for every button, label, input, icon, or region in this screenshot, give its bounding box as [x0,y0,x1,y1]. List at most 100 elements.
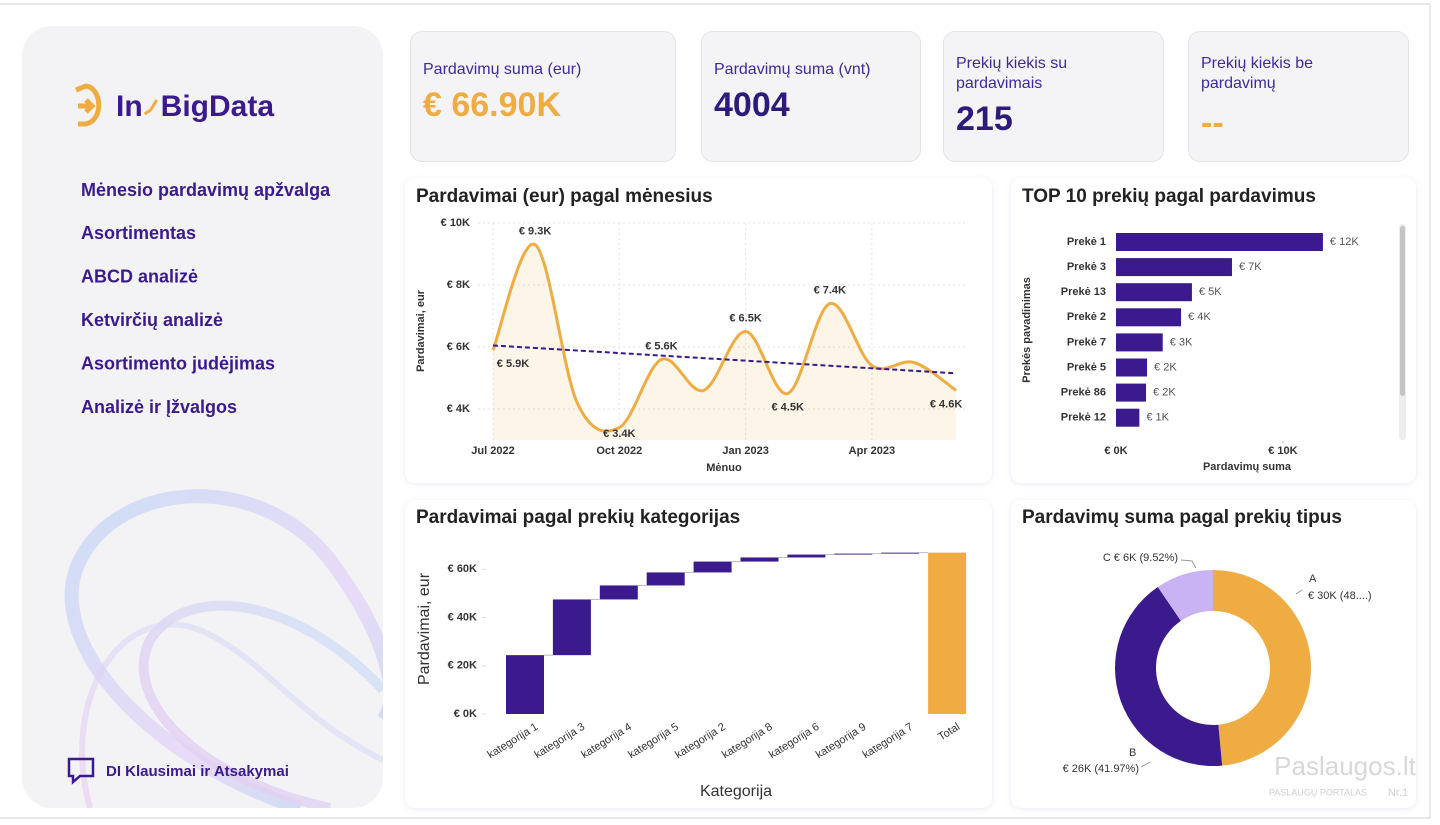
data-label: € 9.3K [519,226,551,238]
bar [1116,358,1148,377]
brand-text: BigData [161,90,275,123]
watermark: PASLAUGŲ PORTALAS [1269,787,1367,797]
donut-slice [1157,570,1213,621]
data-label: € 5K [1199,286,1222,298]
data-label: € 7K [1239,261,1262,273]
y-tick-label: € 20K [448,660,477,672]
panel [1011,500,1416,808]
bar [506,655,544,714]
kpi-label: Pardavimų suma (vnt) [714,61,871,78]
line [491,243,957,433]
chart-title: Pardavimų suma pagal prekių tipus [1022,507,1342,528]
nav-item[interactable]: Asortimentas [81,223,196,243]
donut-slice [1114,587,1223,767]
footer-link[interactable]: DI Klausimai ir Atsakymai [106,763,289,780]
y-tick-label: € 60K [448,563,477,575]
data-label: € 26K (41.97%) [1063,763,1139,775]
kpi-value: -- [1201,104,1224,142]
y-tick-label: € 8K [447,279,470,291]
watermark: Paslaugos.lt [1274,751,1416,781]
x-axis-label: Kategorija [700,783,772,800]
chart-title: TOP 10 prekių pagal pardavimus [1022,186,1316,207]
data-label: € 5.6K [645,340,677,352]
kpi-card: Prekių kiekis be pardavimų -- [1188,31,1409,162]
data-label: € 4K [1188,311,1211,323]
y-tick-label: Prekė 86 [1061,387,1106,399]
data-label: € 12K [1330,236,1359,248]
bar [1116,233,1323,251]
data-label: € 6K (9.52%) [1114,552,1178,564]
data-label: € 1K [1146,412,1169,424]
kpi-value: 215 [956,100,1013,138]
data-label: € 3K [1170,336,1193,348]
data-label: € 30K (48....) [1308,590,1372,602]
nav-item[interactable]: ABCD analizė [81,267,198,287]
bar [787,554,826,558]
logo-icon [75,83,102,127]
brand-text: In [116,90,143,123]
sidebar-decoration [64,489,383,808]
x-tick-label: € 10K [1268,445,1297,457]
chat-icon [67,757,95,785]
nav-item[interactable]: Ketvirčių analizė [81,310,223,330]
slice-name: C [1103,552,1111,564]
slice-name: A [1309,573,1317,585]
kpi-value: € 66.90K [423,86,561,124]
leader-line [1295,589,1303,595]
y-tick-label: Prekė 1 [1067,236,1106,248]
x-tick-label: Apr 2023 [849,445,895,457]
bar [552,599,591,656]
x-tick-label: € 0K [1104,445,1127,457]
nav-item[interactable]: Analizė ir Įžvalgos [81,397,237,417]
total-bar [928,552,967,714]
sidebar [22,26,383,808]
chart-title: Pardavimai pagal prekių kategorijas [416,507,740,528]
panel [1011,178,1416,483]
kpi-value: 4004 [714,86,790,124]
nav-item[interactable]: Asortimento judėjimas [81,353,275,373]
kpi-card: Pardavimų suma (eur) € 66.90K [410,31,676,162]
y-tick-label: Prekė 13 [1061,286,1106,298]
leader-line [1140,761,1151,768]
leader-line [1180,559,1197,569]
data-label: € 4.6K [930,398,962,410]
bar [740,557,779,562]
bar [1116,408,1140,427]
data-label: € 2K [1153,387,1176,399]
y-tick-label: Prekė 5 [1067,361,1106,373]
data-label: € 3.4K [603,428,635,440]
bar [1116,258,1232,277]
bar [646,572,685,586]
bar [834,553,873,555]
bar [1116,383,1147,402]
bar [1116,333,1163,352]
y-tick-label: € 0K [454,708,477,720]
area [493,244,957,440]
data-label: € 2K [1154,361,1177,373]
y-tick-label: € 10K [441,217,470,229]
y-tick-label: Prekė 2 [1067,311,1106,323]
bar [1116,308,1182,327]
x-tick-label: Jan 2023 [722,445,768,457]
y-tick-label: € 40K [448,611,477,623]
kpi-label: Pardavimų suma (eur) [423,61,582,78]
watermark: Nr.1 [1388,787,1408,799]
trend-line [492,344,957,375]
nav-item[interactable]: Mėnesio pardavimų apžvalga [81,180,331,200]
data-label: € 7.4K [814,285,846,297]
kpi-label: Prekių kiekis be pardavimų [1201,55,1314,92]
bar [693,561,732,573]
x-tick-label: Jul 2022 [471,445,514,457]
kpi-label: Prekių kiekis su pardavimais [956,55,1068,92]
donut-slice [1213,570,1311,766]
bar [1116,283,1192,302]
x-axis-label: Pardavimų suma [1203,461,1292,473]
y-tick-label: Prekė 12 [1061,412,1106,424]
y-tick-label: Prekė 3 [1067,261,1106,273]
y-tick-label: € 6K [447,341,470,353]
y-axis-label: Pardavimai, eur [415,289,427,372]
scrollbar-thumb[interactable] [1400,226,1405,396]
kpi-card: Prekių kiekis su pardavimais 215 [943,31,1164,162]
data-label: € 5.9K [497,358,529,370]
